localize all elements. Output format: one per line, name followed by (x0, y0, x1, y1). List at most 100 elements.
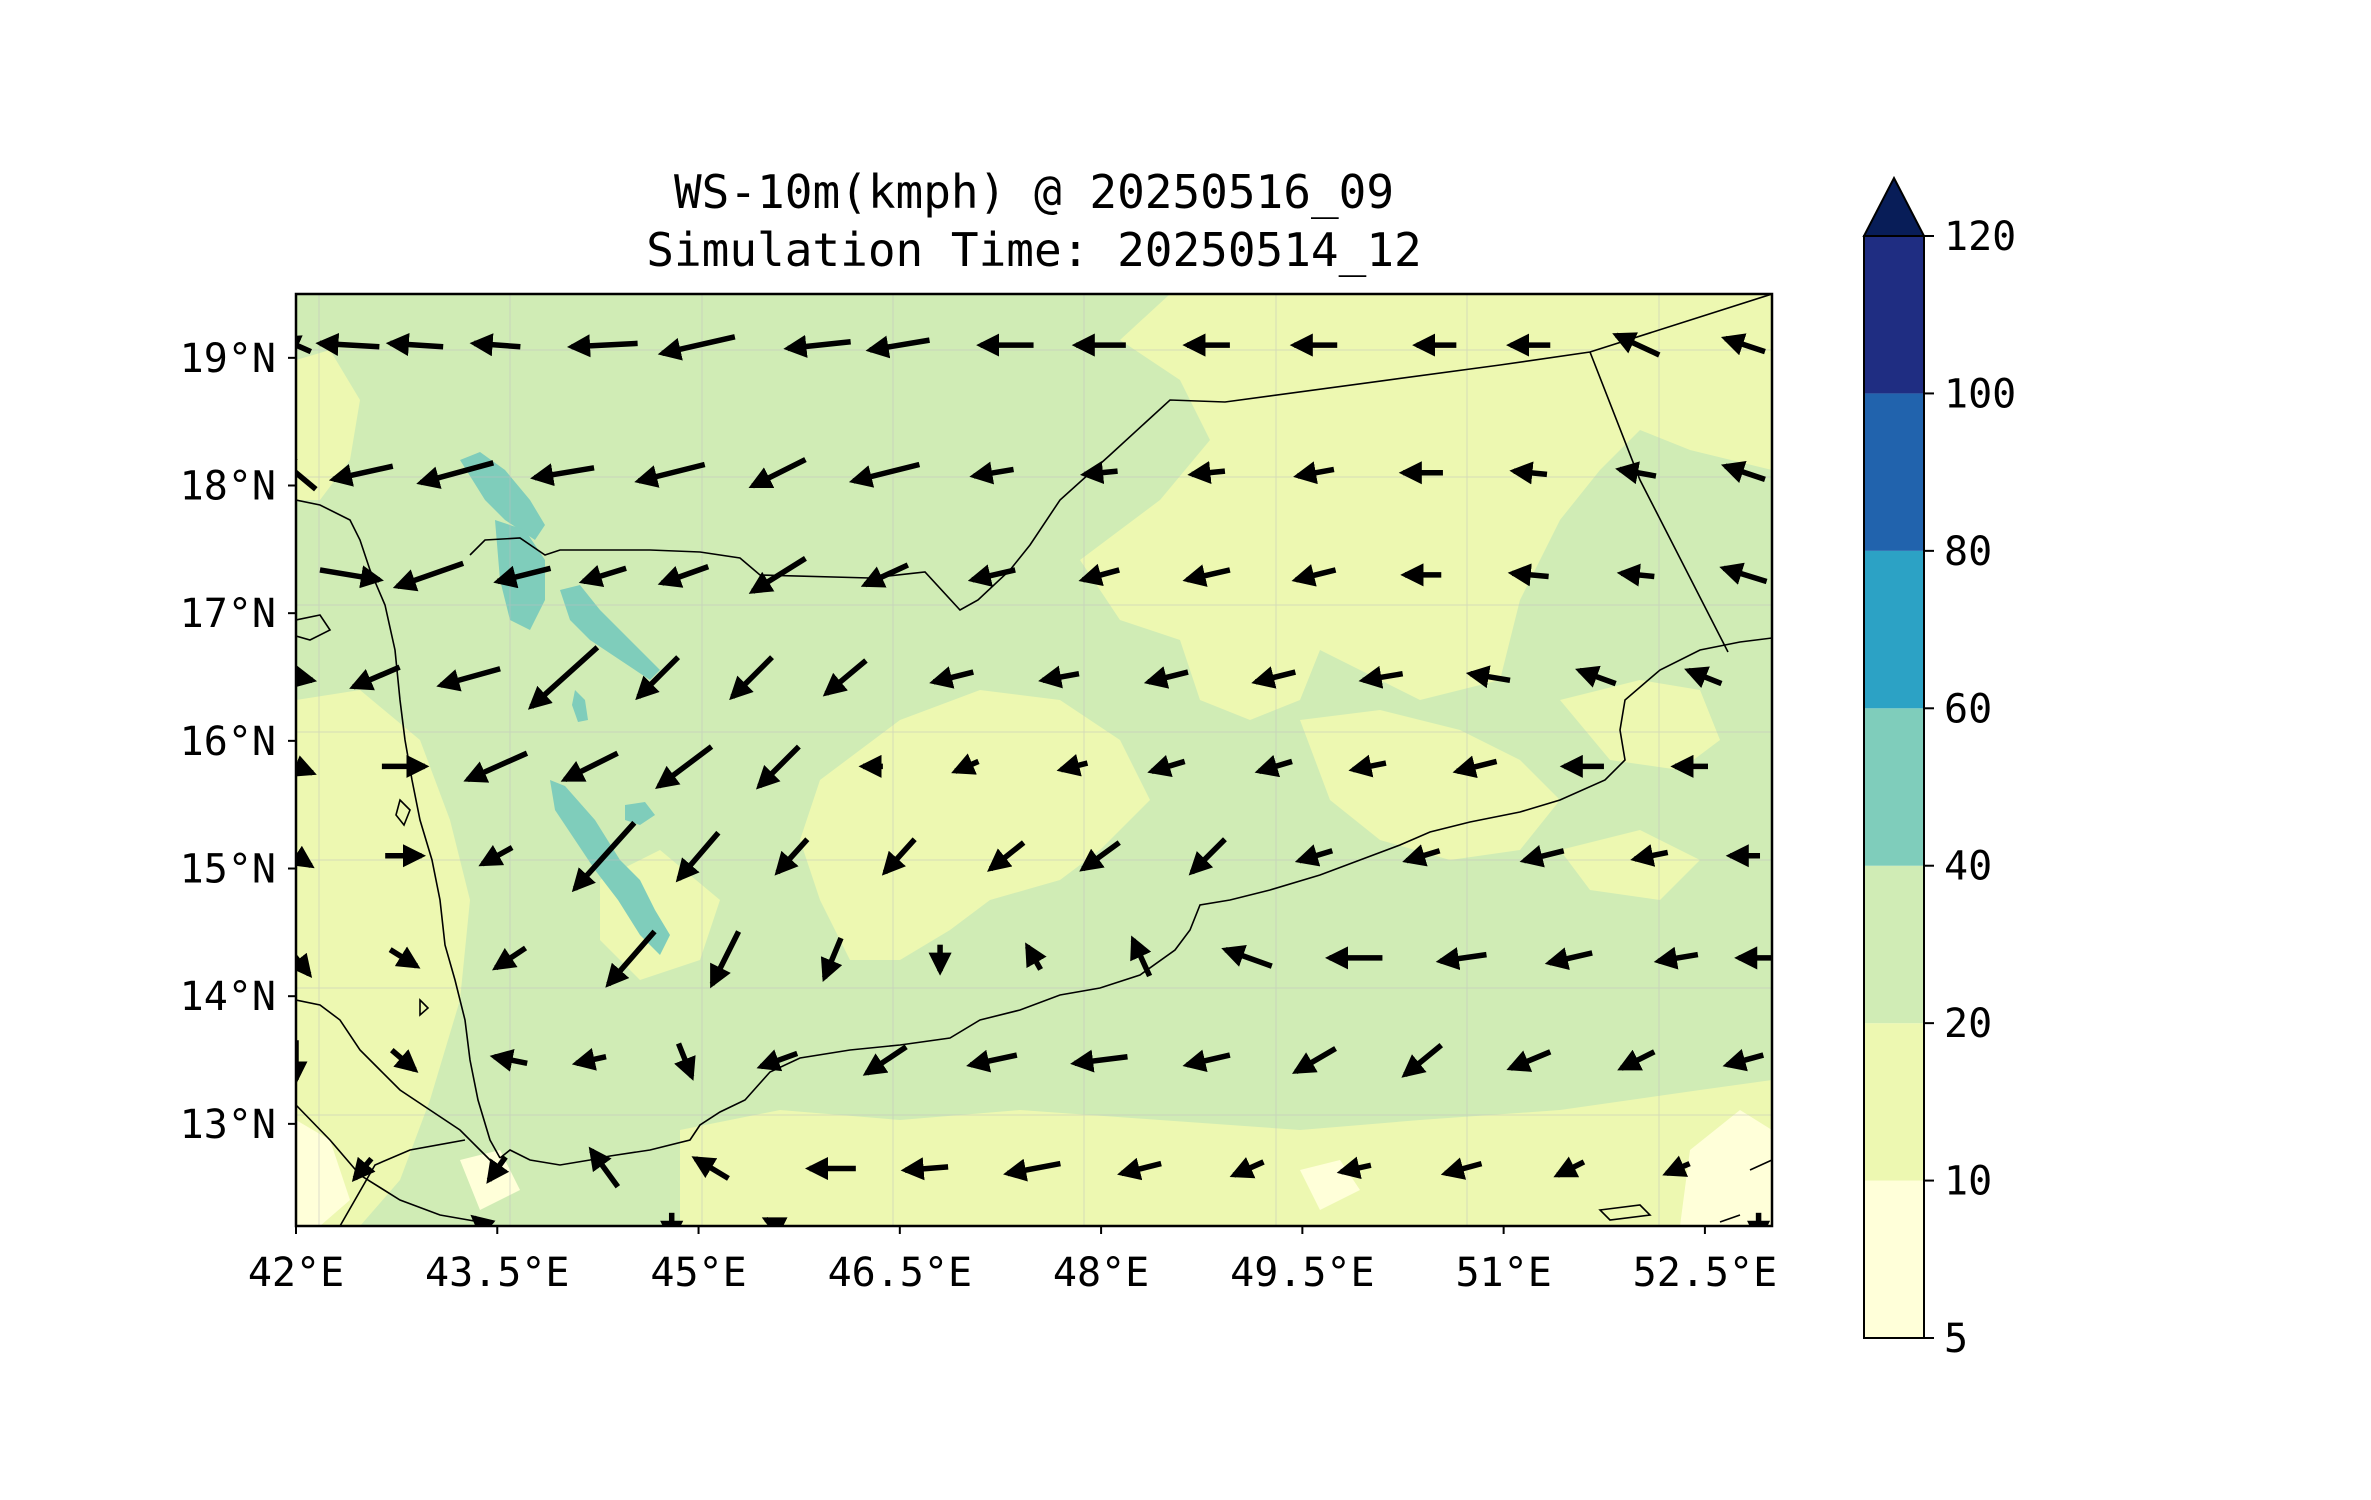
wind-vector (388, 946, 421, 969)
x-tick-label: 42°E (248, 1250, 344, 1296)
wind-vector (1025, 942, 1047, 971)
colorbar-segment (1864, 1180, 1924, 1338)
wind-vector (900, 1157, 949, 1181)
wind-vector (966, 1049, 1018, 1073)
colorbar-segment (1864, 393, 1924, 551)
map-subtitle: Simulation Time: 20250514_12 (646, 223, 1421, 277)
wind-vector (296, 335, 312, 357)
wind-vector (729, 655, 774, 701)
wind-speed-40-60-regions (460, 452, 670, 955)
colorbar-tick-label: 100 (1944, 371, 2016, 417)
wind-vector (822, 658, 868, 697)
x-axis-tick-labels: 42°E 43.5°E 45°E 46.5°E 48°E 49.5°E 51°E 52.5°E (248, 1226, 1777, 1296)
wind-vector (527, 645, 600, 710)
colorbar-tick-label: 20 (1944, 1001, 1992, 1047)
wind-vector (1719, 562, 1768, 585)
wind-vector (657, 564, 710, 588)
wind-vector (560, 750, 619, 783)
wind-vector (1553, 1156, 1586, 1178)
wind-vector (860, 562, 910, 588)
wind-vector (755, 744, 801, 790)
wind-vector (390, 1048, 419, 1073)
wind-vector (865, 335, 930, 359)
wind-vector (1509, 461, 1548, 485)
wind-vector (493, 565, 552, 589)
wind-vector (1720, 461, 1766, 483)
wind-vector (478, 844, 514, 867)
wind-vector (385, 333, 444, 357)
oman-border (1589, 351, 1729, 653)
wind-vector (605, 929, 657, 988)
wind-vector (756, 1049, 799, 1072)
wind-vector (1402, 844, 1441, 867)
wind-vector (691, 1156, 730, 1181)
wind-vector (1143, 666, 1189, 689)
wind-vector (655, 744, 714, 789)
wind-vector (783, 334, 851, 358)
colorbar-segment (1864, 1023, 1924, 1181)
wind-vector (1452, 755, 1498, 779)
wind-vector (392, 560, 465, 592)
wind-vector (328, 463, 394, 487)
wind-vector (491, 945, 528, 971)
colorbar: 5 10 20 40 60 80 100 120 (1862, 175, 2016, 1362)
wind-vector (1617, 1049, 1656, 1071)
wind-vector (1401, 1043, 1444, 1078)
wind-vector (296, 453, 318, 492)
colorbar-tick-label: 5 (1944, 1316, 1968, 1362)
wind-vector (489, 1049, 528, 1072)
wind-vector (1506, 1049, 1552, 1072)
wind-vector (463, 750, 529, 783)
wind-vector (1612, 332, 1661, 358)
wind-vector (296, 665, 318, 689)
red-sea-east-coast (296, 499, 501, 1159)
wind-vector (848, 461, 921, 488)
x-tick-label: 51°E (1455, 1250, 1551, 1296)
wind-vector (967, 564, 1016, 587)
wind-vector (881, 837, 917, 876)
wind-vector (1254, 754, 1293, 778)
x-tick-label: 43.5°E (425, 1250, 570, 1296)
wind-vector (1348, 754, 1387, 778)
wind-vector (969, 461, 1014, 485)
wind-vector (319, 565, 384, 589)
y-tick-label: 18°N (180, 464, 276, 510)
wind-vector (469, 333, 521, 357)
eritrea-djibouti-border (339, 1139, 466, 1226)
wind-vector (1070, 1049, 1128, 1073)
red-sea-west-coast (296, 999, 501, 1171)
map-title: WS-10m(kmph) @ 20250516_09 (674, 165, 1394, 219)
colorbar-extend-triangle (1862, 175, 1926, 237)
colorbar-tick-label: 120 (1944, 214, 2016, 260)
colorbar-tick-label: 10 (1944, 1159, 1992, 1205)
wind-vector (1653, 946, 1699, 970)
wind-vector (709, 930, 742, 989)
wind-vector (1003, 1158, 1061, 1182)
wind-vector (351, 1156, 376, 1182)
wind-vector (748, 457, 807, 489)
x-tick-label: 49.5°E (1230, 1250, 1375, 1296)
wind-vector (1435, 947, 1487, 971)
yemen-south-coast (499, 637, 1772, 1166)
wind-vector (987, 840, 1026, 872)
x-tick-label: 46.5°E (828, 1250, 973, 1296)
wind-vector (1336, 1156, 1372, 1180)
wind-vector (1293, 461, 1335, 485)
wind-vector (1130, 935, 1153, 978)
wind-vector (315, 332, 380, 356)
x-tick-label: 45°E (650, 1250, 746, 1296)
wind-vector (470, 1214, 496, 1226)
wind-vector (929, 666, 974, 689)
wind-vector (1575, 665, 1617, 688)
wind-vector (1294, 844, 1334, 867)
wind-vector (571, 1048, 607, 1071)
coastlines-and-borders (296, 294, 1772, 1226)
colorbar-tick-label: 40 (1944, 844, 1992, 890)
y-tick-label: 19°N (180, 336, 276, 382)
wind-vector (1358, 665, 1404, 689)
y-tick-label: 16°N (180, 719, 276, 765)
wind-vector (530, 463, 595, 487)
colorbar-segments (1864, 236, 1924, 1338)
x-tick-label: 48°E (1053, 1250, 1149, 1296)
